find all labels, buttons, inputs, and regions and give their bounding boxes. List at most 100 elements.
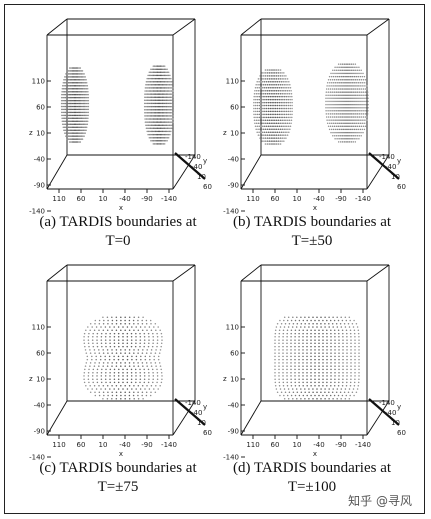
x-tick-label: 10 bbox=[99, 441, 108, 449]
point bbox=[262, 107, 264, 110]
point bbox=[263, 92, 265, 95]
point bbox=[65, 82, 67, 84]
point bbox=[320, 397, 322, 400]
point bbox=[339, 103, 341, 106]
point bbox=[80, 76, 83, 78]
point bbox=[355, 122, 357, 124]
point bbox=[277, 89, 280, 92]
point bbox=[75, 73, 78, 75]
point bbox=[282, 384, 285, 387]
point bbox=[275, 128, 278, 130]
point bbox=[273, 101, 275, 104]
point bbox=[344, 397, 347, 400]
point bbox=[335, 323, 338, 325]
point bbox=[62, 117, 65, 120]
point bbox=[278, 131, 281, 133]
point bbox=[162, 71, 164, 74]
point bbox=[354, 78, 356, 81]
point bbox=[338, 134, 340, 137]
point bbox=[78, 126, 80, 128]
point bbox=[274, 116, 277, 119]
point bbox=[92, 378, 94, 380]
point bbox=[145, 118, 148, 120]
point bbox=[356, 131, 358, 134]
point bbox=[171, 93, 173, 95]
point bbox=[126, 345, 128, 348]
point bbox=[357, 75, 359, 78]
point bbox=[336, 119, 338, 121]
point bbox=[366, 85, 368, 87]
point bbox=[255, 116, 257, 119]
point bbox=[286, 378, 288, 380]
point bbox=[318, 378, 320, 380]
point bbox=[352, 388, 355, 390]
point bbox=[351, 106, 353, 109]
point bbox=[83, 99, 86, 102]
point bbox=[79, 82, 81, 84]
point bbox=[61, 123, 64, 126]
point bbox=[111, 365, 113, 367]
x-tick-label: -140 bbox=[355, 195, 371, 203]
point bbox=[79, 108, 82, 111]
point bbox=[152, 84, 154, 86]
point bbox=[329, 82, 331, 84]
point bbox=[363, 97, 365, 100]
point bbox=[158, 105, 161, 108]
point bbox=[98, 323, 101, 325]
point bbox=[286, 336, 288, 338]
point bbox=[316, 397, 318, 400]
point bbox=[333, 319, 336, 322]
point bbox=[115, 384, 118, 387]
point bbox=[291, 110, 293, 113]
point bbox=[77, 102, 79, 105]
y-tick-label: -140 bbox=[379, 399, 395, 407]
point bbox=[169, 115, 172, 117]
point bbox=[156, 378, 159, 380]
point bbox=[163, 87, 166, 89]
point bbox=[103, 319, 105, 322]
point bbox=[343, 110, 345, 112]
point bbox=[342, 352, 344, 354]
point bbox=[164, 115, 166, 117]
point bbox=[265, 113, 268, 116]
point bbox=[358, 375, 360, 377]
point bbox=[153, 93, 156, 95]
point bbox=[337, 329, 340, 332]
point bbox=[146, 115, 149, 117]
point bbox=[71, 102, 73, 105]
point bbox=[96, 378, 98, 380]
point bbox=[168, 108, 170, 111]
point bbox=[356, 116, 358, 118]
point bbox=[330, 355, 332, 358]
point bbox=[122, 371, 124, 374]
point bbox=[155, 68, 158, 70]
point bbox=[338, 85, 340, 87]
point bbox=[310, 336, 312, 338]
point bbox=[113, 355, 115, 358]
point bbox=[168, 124, 171, 126]
point bbox=[326, 358, 328, 361]
point bbox=[156, 339, 159, 341]
point bbox=[158, 65, 160, 67]
point bbox=[266, 137, 269, 139]
point bbox=[76, 123, 78, 126]
point bbox=[342, 138, 344, 140]
point bbox=[111, 384, 113, 387]
point bbox=[334, 368, 336, 371]
point bbox=[367, 97, 369, 100]
point bbox=[74, 99, 77, 102]
point bbox=[85, 96, 87, 99]
point bbox=[61, 114, 63, 117]
point bbox=[83, 102, 86, 105]
point bbox=[60, 102, 63, 105]
point bbox=[276, 98, 279, 101]
point bbox=[128, 329, 131, 332]
point bbox=[147, 133, 149, 136]
point bbox=[153, 130, 155, 133]
point bbox=[130, 375, 133, 377]
point bbox=[70, 141, 72, 143]
point bbox=[289, 110, 291, 113]
point bbox=[346, 134, 348, 137]
point bbox=[357, 329, 360, 332]
point bbox=[117, 381, 120, 384]
